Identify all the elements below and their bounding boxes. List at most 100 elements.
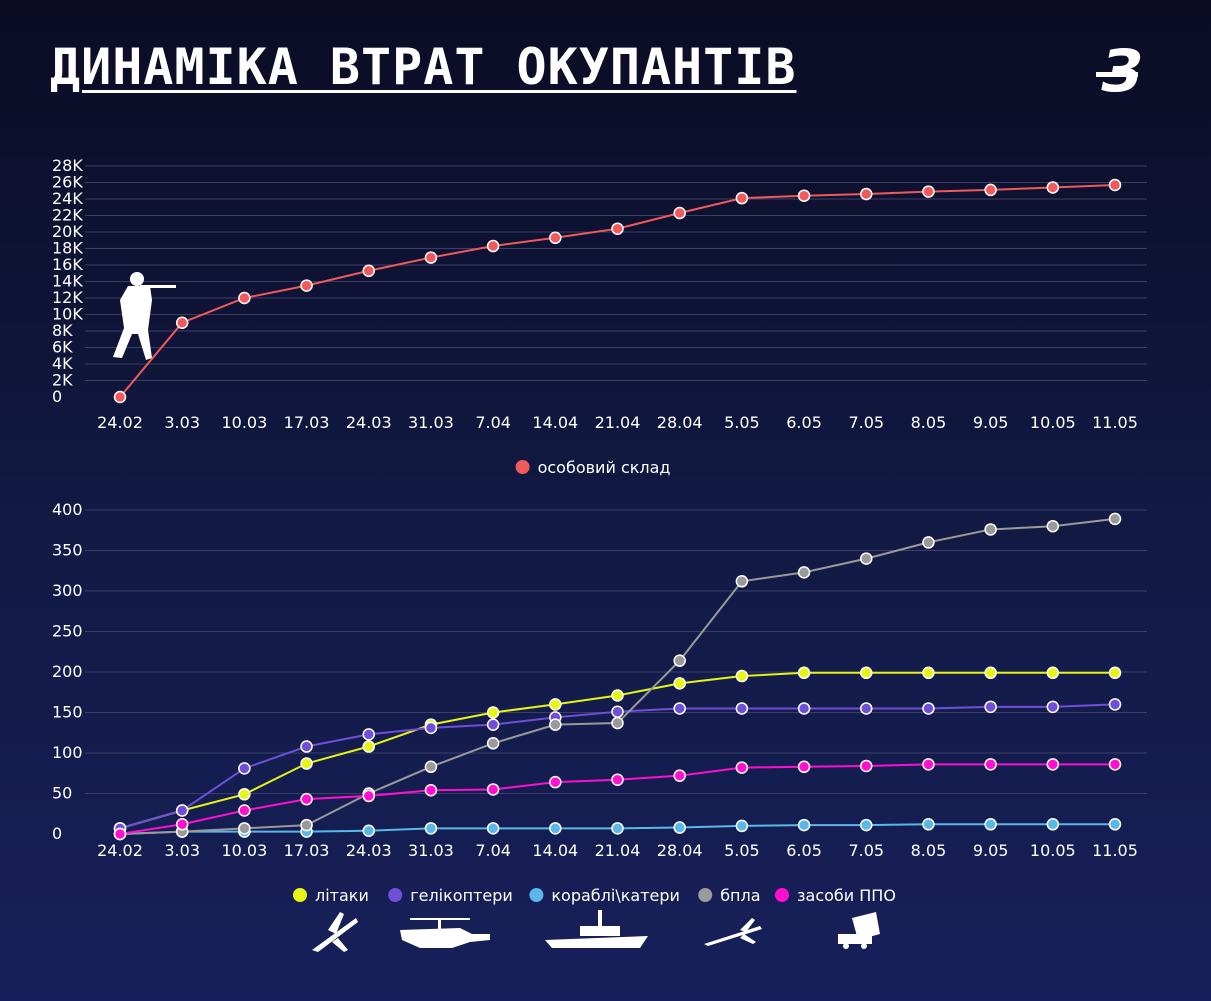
x-tick-label: 28.04 <box>657 841 703 860</box>
equipment-chart: 0 50 100 150 200 250 300 350 400 24.02 3.03 10.03 17… <box>52 500 1147 905</box>
data-point <box>1108 818 1122 831</box>
y-tick-label: 50 <box>52 784 72 803</box>
data-point <box>922 536 935 549</box>
data-point <box>1108 178 1122 192</box>
y-tick-label: 14K <box>52 272 83 291</box>
x-tick-label: 10.05 <box>1030 413 1076 432</box>
helicopter-icon <box>400 918 490 948</box>
x-tick-label: 24.03 <box>346 413 392 432</box>
data-point <box>984 758 997 771</box>
y-tick-label: 12K <box>52 288 83 307</box>
logo-text: З <box>1100 37 1142 105</box>
logo: З <box>1096 37 1143 105</box>
data-point <box>611 222 624 235</box>
y-tick-label: 350 <box>52 541 83 560</box>
legend-label: особовий склад <box>538 458 671 477</box>
data-point <box>424 822 438 835</box>
x-tick-label: 5.05 <box>724 841 760 860</box>
data-point <box>238 822 251 835</box>
legend-label: літаки <box>315 886 369 905</box>
data-point <box>797 760 811 774</box>
data-point <box>486 239 500 253</box>
y-tick-label: 200 <box>52 662 83 681</box>
x-tick-label: 17.03 <box>284 841 330 860</box>
data-point <box>984 818 997 831</box>
data-point <box>362 740 375 753</box>
series-line <box>119 183 1116 398</box>
x-tick-label: 11.05 <box>1092 841 1138 860</box>
data-point <box>300 279 313 292</box>
logo-strike <box>1096 72 1138 77</box>
data-point <box>735 191 749 205</box>
data-point <box>362 789 375 803</box>
data-point <box>300 818 313 832</box>
data-point <box>984 666 997 680</box>
x-tick-label: 8.05 <box>911 841 947 860</box>
data-point <box>1108 512 1122 526</box>
data-point <box>673 821 686 834</box>
data-point <box>1046 666 1060 680</box>
data-point <box>238 291 251 305</box>
x-tick-label: 28.04 <box>657 413 703 432</box>
data-point <box>238 804 251 817</box>
x-tick-label: 31.03 <box>408 413 454 432</box>
legend-marker <box>529 888 544 902</box>
data-point <box>1108 666 1122 680</box>
x-tick-label: 6.05 <box>786 413 822 432</box>
legend-label: бпла <box>720 886 760 905</box>
x-tick-label: 17.03 <box>284 413 330 432</box>
data-point <box>300 792 313 806</box>
x-tick-label: 24.03 <box>346 841 392 860</box>
y-tick-label: 100 <box>52 743 83 762</box>
data-point <box>486 718 500 731</box>
x-tick-label: 21.04 <box>595 841 641 860</box>
x-tick-label: 9.05 <box>973 413 1009 432</box>
x-tick-label: 11.05 <box>1092 413 1138 432</box>
data-point <box>362 728 375 741</box>
data-point <box>424 784 438 797</box>
data-point <box>922 758 935 771</box>
data-point <box>860 666 873 680</box>
y-tick-label: 6K <box>52 338 73 357</box>
data-point <box>797 702 811 715</box>
data-point <box>860 818 873 832</box>
data-point <box>984 700 997 714</box>
y-tick-label: 20K <box>52 222 83 241</box>
x-tick-label: 6.05 <box>786 841 822 860</box>
x-tick-label: 9.05 <box>973 841 1009 860</box>
x-tick-label: 14.04 <box>532 413 578 432</box>
x-tick-label: 8.05 <box>911 413 947 432</box>
x-tick-label: 24.02 <box>97 413 143 432</box>
data-point <box>300 740 313 753</box>
data-point <box>673 702 686 715</box>
data-point <box>238 788 251 801</box>
data-point <box>922 666 935 680</box>
data-point <box>673 654 686 667</box>
data-point <box>984 523 997 536</box>
data-point <box>549 822 562 835</box>
legend-label: гелікоптери <box>410 886 513 905</box>
data-point <box>300 757 313 770</box>
x-tick-label: 31.03 <box>408 841 454 860</box>
y-tick-label: 8K <box>52 321 73 340</box>
y-tick-label: 24K <box>52 189 83 208</box>
x-tick-label: 21.04 <box>595 413 641 432</box>
data-point <box>797 818 811 832</box>
x-tick-label: 10.03 <box>221 841 267 860</box>
data-point <box>984 183 997 197</box>
page-title: ДИНАМІКА ВТРАТ ОКУПАНТІВ <box>50 38 797 96</box>
x-tick-label: 24.02 <box>97 841 143 860</box>
y-tick-label: 300 <box>52 581 83 600</box>
data-point <box>1046 519 1060 533</box>
y-tick-label: 150 <box>52 703 83 722</box>
y-tick-label: 2K <box>52 371 73 390</box>
y-tick-label: 26K <box>52 173 83 192</box>
data-point <box>549 231 562 245</box>
data-point <box>735 669 749 683</box>
airplane-icon <box>312 912 358 952</box>
legend-label: засоби ППО <box>797 886 896 905</box>
data-point <box>486 783 500 796</box>
data-point <box>922 702 935 715</box>
data-point <box>797 566 811 579</box>
